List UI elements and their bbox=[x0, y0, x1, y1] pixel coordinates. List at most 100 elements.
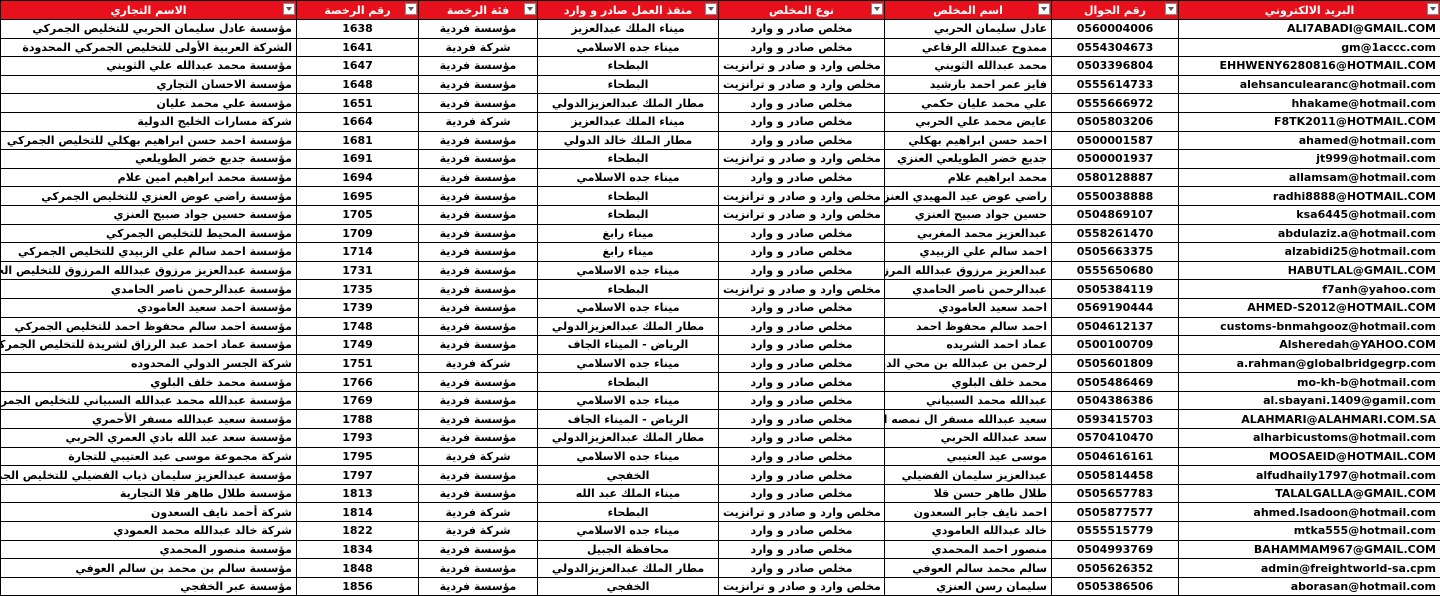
cell[interactable]: مخلص صادر و وارد bbox=[718, 316, 885, 337]
cell[interactable]: الخفجي bbox=[537, 465, 719, 485]
cell[interactable]: مطار الملك خالد الدولي bbox=[537, 130, 719, 151]
cell[interactable]: مؤسسة احمد سالم محفوظ احمد للتخليص الجمر… bbox=[0, 316, 297, 337]
cell[interactable]: ممدوح عبدالله الرفاعي bbox=[884, 37, 1052, 58]
cell[interactable]: 0505657783 bbox=[1051, 483, 1179, 504]
cell[interactable]: مؤسسة فردية bbox=[418, 279, 538, 299]
cell[interactable]: EHHWENY6280816@HOTMAIL.COM bbox=[1178, 56, 1440, 76]
cell[interactable]: مخلص صادر و وارد bbox=[718, 558, 885, 578]
cell[interactable]: محمد عبدالله الثويني bbox=[884, 56, 1052, 76]
filter-button[interactable] bbox=[283, 3, 295, 15]
cell[interactable]: مؤسسة فردية bbox=[418, 56, 538, 76]
cell[interactable]: hhakame@hotmail.com bbox=[1178, 93, 1440, 113]
cell[interactable]: 0504869107 bbox=[1051, 204, 1179, 225]
cell[interactable]: شركة فردية bbox=[418, 111, 538, 132]
cell[interactable]: مخلص صادر و وارد bbox=[718, 93, 885, 113]
cell[interactable]: مطار الملك عبدالعزيزالدولي bbox=[537, 558, 719, 578]
cell[interactable]: 0555515779 bbox=[1051, 521, 1179, 541]
cell[interactable]: مخلص وارد و صادر و ترانزيت bbox=[718, 204, 885, 225]
cell[interactable]: جديع خضر الطويلعي العنزي bbox=[884, 149, 1052, 169]
cell[interactable]: مخلص وارد و صادر و ترانزيت bbox=[718, 576, 885, 596]
cell[interactable]: مؤسسة سعيد عبدالله مسفر الأحمري bbox=[0, 409, 297, 430]
cell[interactable]: مطار الملك عبدالعزيزالدولي bbox=[537, 428, 719, 448]
cell[interactable]: شركة مسارات الخليج الدولية bbox=[0, 111, 297, 132]
cell[interactable]: radhi8888@HOTMAIL.COM bbox=[1178, 186, 1440, 206]
cell[interactable]: TALALGALLA@GMAIL.COM bbox=[1178, 483, 1440, 504]
cell[interactable]: مؤسسة محمد عبدالله علي الثويني bbox=[0, 56, 297, 76]
cell[interactable]: 1705 bbox=[296, 204, 419, 225]
cell[interactable]: ميناء جده الاسلامي bbox=[537, 260, 719, 281]
cell[interactable]: 1748 bbox=[296, 316, 419, 337]
cell[interactable]: عايض محمد علي الحربي bbox=[884, 111, 1052, 132]
filter-button[interactable] bbox=[1165, 3, 1177, 15]
cell[interactable]: a.rahman@globalbridgegrp.com bbox=[1178, 353, 1440, 374]
cell[interactable]: البطحاء bbox=[537, 186, 719, 206]
filter-button[interactable] bbox=[405, 3, 417, 15]
cell[interactable]: ALI7ABADI@GMAIL.COM bbox=[1178, 19, 1440, 39]
cell[interactable]: 0500100709 bbox=[1051, 335, 1179, 355]
cell[interactable]: mo-kh-b@hotmail.com bbox=[1178, 372, 1440, 392]
cell[interactable]: احمد سالم علي الزبيدي bbox=[884, 242, 1052, 262]
cell[interactable]: مؤسسة فردية bbox=[418, 260, 538, 281]
cell[interactable]: مخلص صادر و وارد bbox=[718, 130, 885, 151]
cell[interactable]: ALAHMARI@ALAHMARI.COM.SA bbox=[1178, 409, 1440, 430]
cell[interactable]: مخلص صادر و وارد bbox=[718, 260, 885, 281]
cell[interactable]: البطحاء bbox=[537, 74, 719, 95]
cell[interactable]: مخلص صادر و وارد bbox=[718, 539, 885, 560]
cell[interactable]: 1788 bbox=[296, 409, 419, 430]
cell[interactable]: مؤسسة فردية bbox=[418, 149, 538, 169]
cell[interactable]: سليمان رسن العنزي bbox=[884, 576, 1052, 596]
cell[interactable]: مؤسسة فردية bbox=[418, 409, 538, 430]
cell[interactable]: البطحاء bbox=[537, 56, 719, 76]
cell[interactable]: 0505384119 bbox=[1051, 279, 1179, 299]
cell[interactable]: 0503396804 bbox=[1051, 56, 1179, 76]
cell[interactable]: مؤسسة محمد خلف البلوي bbox=[0, 372, 297, 392]
cell[interactable]: مؤسسة فردية bbox=[418, 204, 538, 225]
cell[interactable]: 0500001587 bbox=[1051, 130, 1179, 151]
cell[interactable]: 1735 bbox=[296, 279, 419, 299]
cell[interactable]: مؤسسة عبدالرحمن ناصر الحامدي bbox=[0, 279, 297, 299]
cell[interactable]: سالم محمد سالم العوفي bbox=[884, 558, 1052, 578]
cell[interactable]: عبدالعزيز مرزوق عبدالله المرزوق bbox=[884, 260, 1052, 281]
cell[interactable]: مؤسسة راضي عوض العنزي للتخليص الجمركي bbox=[0, 186, 297, 206]
cell[interactable]: مخلص صادر و وارد bbox=[718, 372, 885, 392]
cell[interactable]: مخلص صادر و وارد bbox=[718, 428, 885, 448]
cell[interactable]: 1651 bbox=[296, 93, 419, 113]
cell[interactable]: 0593415703 bbox=[1051, 409, 1179, 430]
cell[interactable]: مؤسسة عبر الخفجي bbox=[0, 576, 297, 596]
cell[interactable]: 0505814458 bbox=[1051, 465, 1179, 485]
filter-button[interactable] bbox=[1038, 3, 1050, 15]
cell[interactable]: مخلص وارد و صادر و ترانزيت bbox=[718, 279, 885, 299]
cell[interactable]: فايز عمر احمد بارشيد bbox=[884, 74, 1052, 95]
cell[interactable]: عبدالعزيز سليمان الفضيلي bbox=[884, 465, 1052, 485]
cell[interactable]: 1769 bbox=[296, 390, 419, 411]
cell[interactable]: ميناء جده الاسلامي bbox=[537, 446, 719, 467]
cell[interactable]: مؤسسة منصور المحمدي bbox=[0, 539, 297, 560]
cell[interactable]: مؤسسة عادل سليمان الحربي للتخليص الجمركي bbox=[0, 19, 297, 39]
cell[interactable]: مخلص صادر و وارد bbox=[718, 446, 885, 467]
cell[interactable]: 1856 bbox=[296, 576, 419, 596]
cell[interactable]: 0560004006 bbox=[1051, 19, 1179, 39]
cell[interactable]: البطحاء bbox=[537, 204, 719, 225]
cell[interactable]: مؤسسة فردية bbox=[418, 93, 538, 113]
cell[interactable]: BAHAMMAM967@GMAIL.COM bbox=[1178, 539, 1440, 560]
cell[interactable]: 1749 bbox=[296, 335, 419, 355]
cell[interactable]: مخلص صادر و وارد bbox=[718, 37, 885, 58]
cell[interactable]: مؤسسة فردية bbox=[418, 167, 538, 188]
cell[interactable]: ميناء جده الاسلامي bbox=[537, 521, 719, 541]
cell[interactable]: alehsanculearanc@hotmail.com bbox=[1178, 74, 1440, 95]
cell[interactable]: عبدالعزيز محمد المغربي bbox=[884, 223, 1052, 244]
cell[interactable]: ميناء الملك عبد الله bbox=[537, 483, 719, 504]
cell[interactable]: مخلص وارد و صادر و ترانزيت bbox=[718, 56, 885, 76]
cell[interactable]: شركة فردية bbox=[418, 446, 538, 467]
cell[interactable]: 1822 bbox=[296, 521, 419, 541]
cell[interactable]: الخفجي bbox=[537, 576, 719, 596]
cell[interactable]: شركة فردية bbox=[418, 502, 538, 523]
cell[interactable]: al.sbayani.1409@gamil.com bbox=[1178, 390, 1440, 411]
cell[interactable]: 0505486469 bbox=[1051, 372, 1179, 392]
cell[interactable]: البطحاء bbox=[537, 279, 719, 299]
cell[interactable]: الشركة العربية الأولى للتخليص الجمركي ال… bbox=[0, 37, 297, 58]
cell[interactable]: مؤسسة سالم بن محمد بن سالم العوفي bbox=[0, 558, 297, 578]
cell[interactable]: محمد خلف البلوي bbox=[884, 372, 1052, 392]
cell[interactable]: شركة خالد عبدالله محمد العمودي bbox=[0, 521, 297, 541]
cell[interactable]: 0570410470 bbox=[1051, 428, 1179, 448]
